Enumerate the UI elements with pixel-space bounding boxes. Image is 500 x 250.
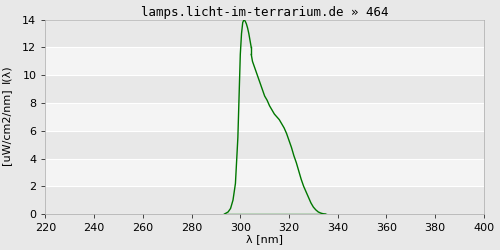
Bar <box>46 158 484 186</box>
Bar <box>46 186 484 214</box>
X-axis label: λ [nm]: λ [nm] <box>246 234 283 244</box>
Bar <box>46 131 484 158</box>
Bar <box>46 75 484 103</box>
Title: lamps.licht-im-terrarium.de » 464: lamps.licht-im-terrarium.de » 464 <box>141 6 388 18</box>
Text: I(λ): I(λ) <box>1 65 11 84</box>
Bar <box>46 103 484 131</box>
Text: [uW/cm2/nm]: [uW/cm2/nm] <box>1 88 11 165</box>
Bar <box>46 20 484 48</box>
Bar <box>46 48 484 75</box>
